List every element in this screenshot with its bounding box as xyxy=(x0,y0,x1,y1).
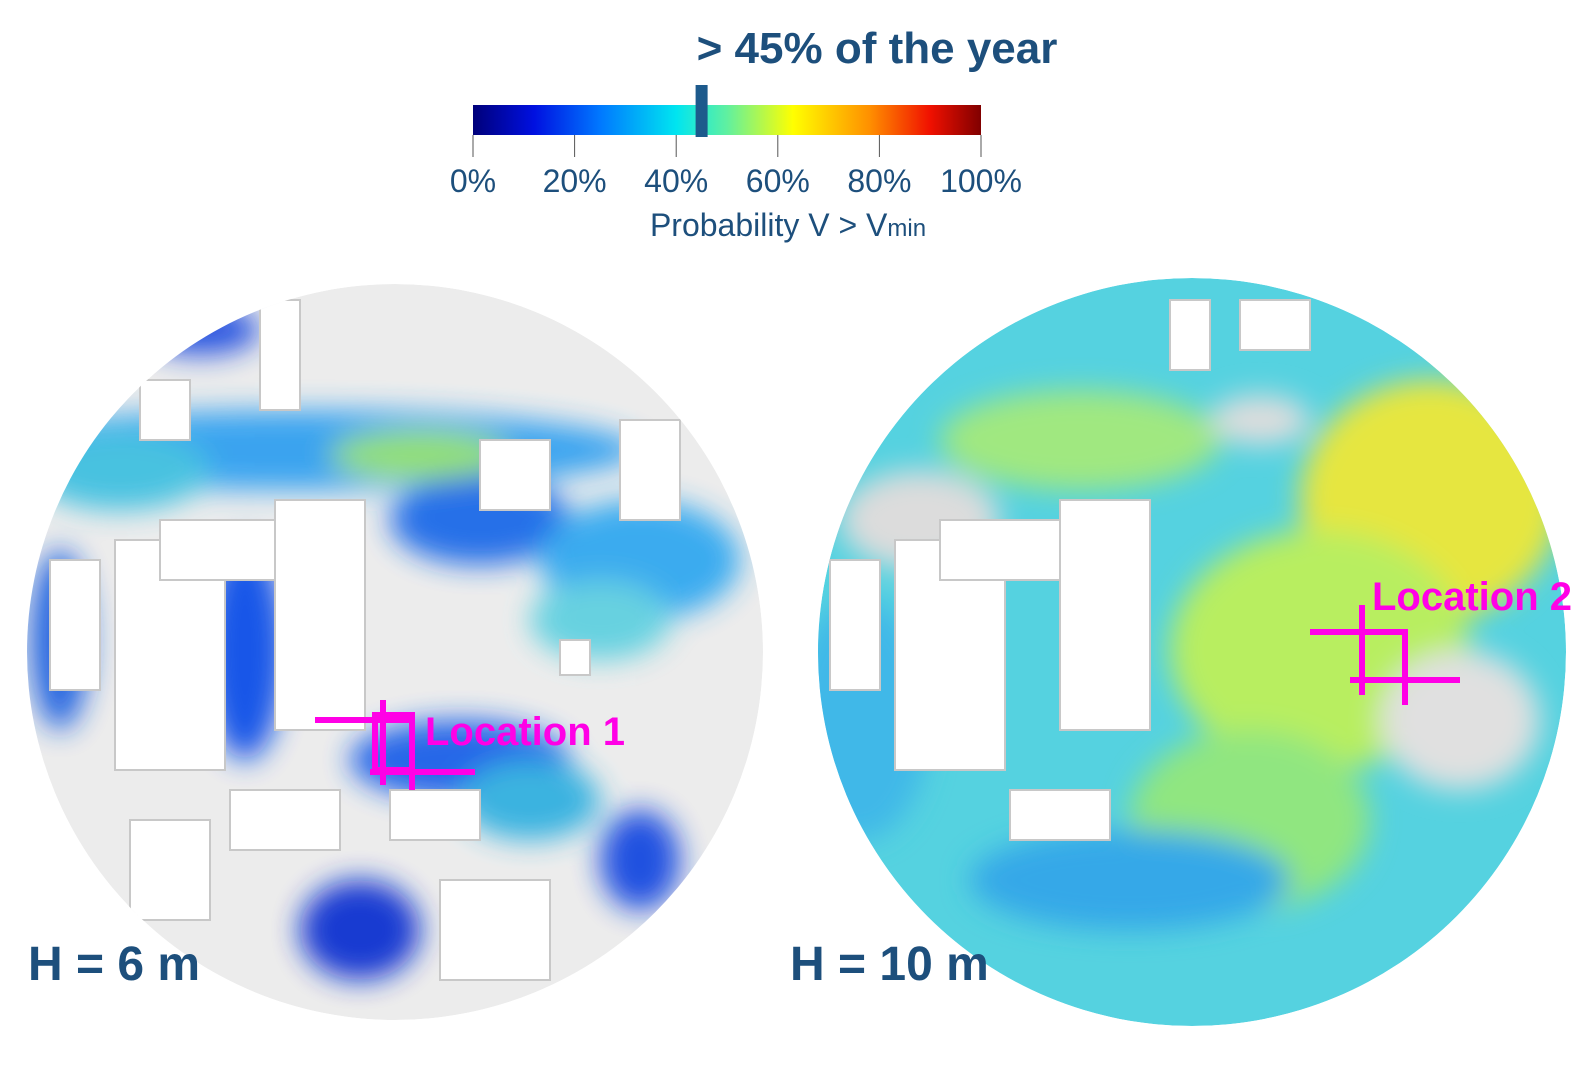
colorbar-title: > 45% of the year xyxy=(697,24,1058,73)
location-label: Location 2 xyxy=(1372,575,1572,619)
height-label: H = 6 m xyxy=(28,938,200,991)
map-left xyxy=(27,284,763,1020)
colorbar xyxy=(473,105,981,135)
label-text: Probability V > V xyxy=(650,207,888,243)
tick-label: 0% xyxy=(450,163,496,199)
tick-label: 20% xyxy=(543,163,607,199)
colorbar-label: Probability V > Vmin xyxy=(650,207,926,243)
location-2-marker xyxy=(1310,605,1460,705)
location-label: Location 1 xyxy=(425,710,625,754)
location-1-marker xyxy=(315,700,475,790)
tick-label: 60% xyxy=(746,163,810,199)
map-right xyxy=(818,278,1566,1026)
label-subscript: min xyxy=(887,215,926,242)
threshold-marker xyxy=(695,85,708,137)
tick-label: 80% xyxy=(847,163,911,199)
tick-label: 40% xyxy=(644,163,708,199)
tick-label: 100% xyxy=(940,163,1022,199)
height-label: H = 10 m xyxy=(790,938,989,991)
